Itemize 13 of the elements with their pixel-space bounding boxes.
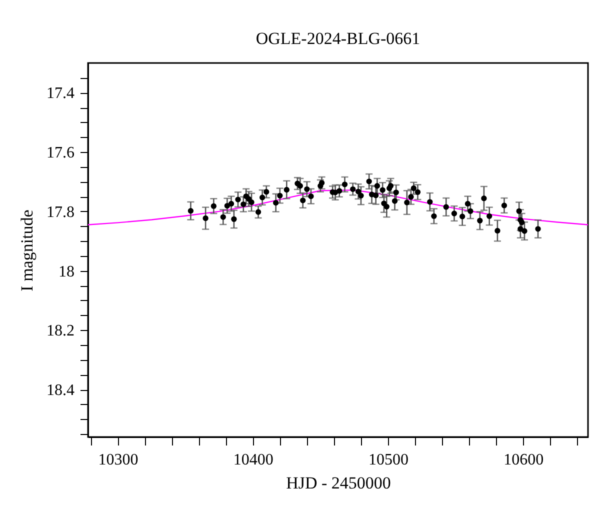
x-tick-label: 10300 [98, 452, 138, 468]
x-tick-label: 10600 [504, 452, 544, 468]
y-tick-label: 18 [58, 263, 74, 280]
x-tick-label: 10500 [368, 452, 408, 468]
y-tick-label: 18.4 [46, 382, 74, 400]
y-tick-label: 17.6 [46, 144, 74, 162]
y-tick-label: 17.8 [46, 204, 74, 221]
chart-title: OGLE-2024-BLG-0661 [256, 29, 420, 48]
x-axis-title: HJD - 2450000 [286, 474, 391, 492]
y-tick-label: 17.4 [46, 85, 74, 102]
y-tick-label: 18.2 [46, 322, 74, 340]
x-tick-label: 10400 [233, 452, 274, 468]
y-axis-title: I magnitude [18, 210, 36, 292]
